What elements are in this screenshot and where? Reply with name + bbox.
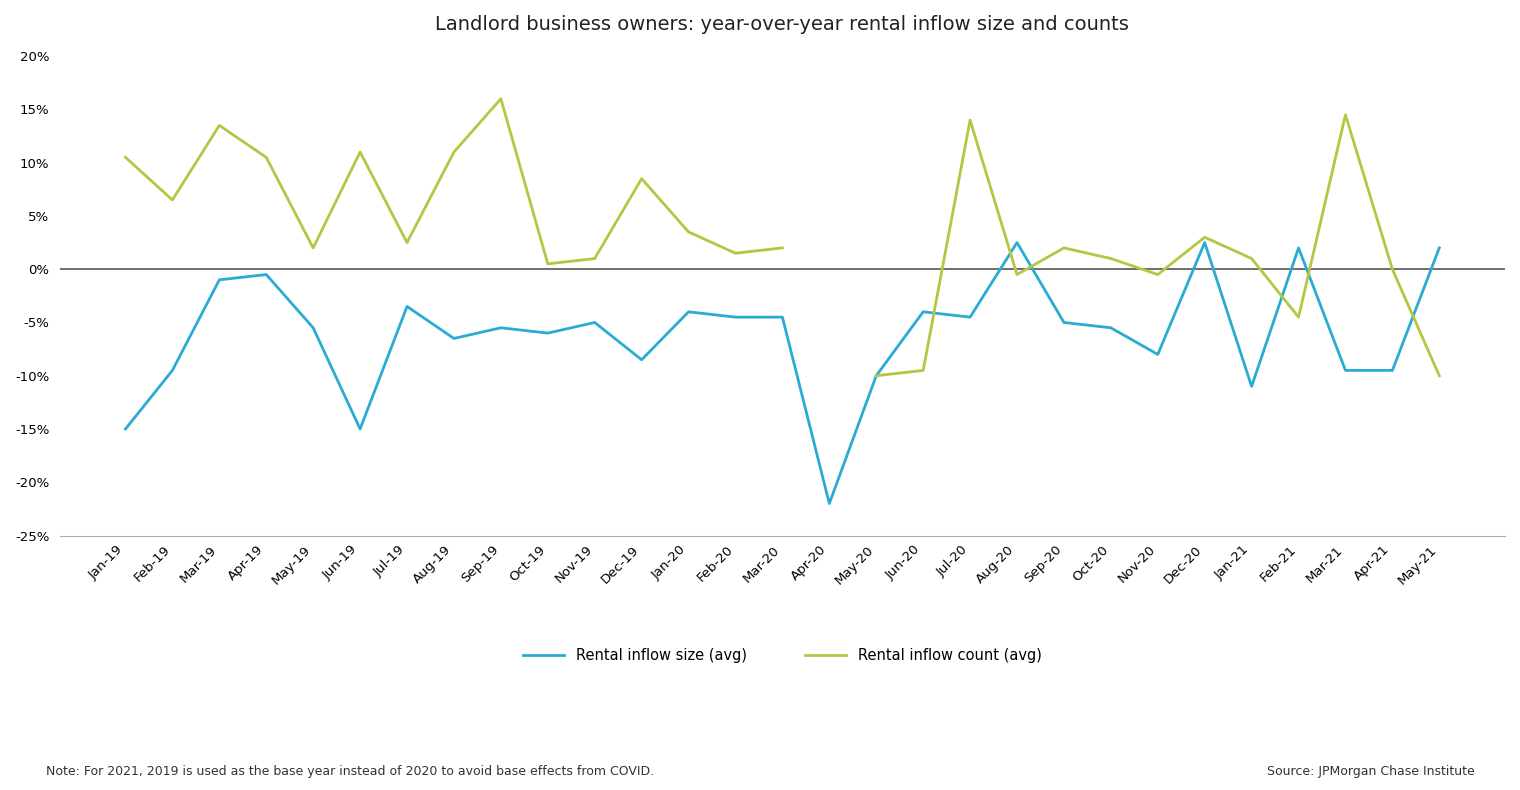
Rental inflow size (avg) (1383, 366, 1401, 375)
Rental inflow count (avg) (774, 243, 792, 253)
Rental inflow size (avg) (492, 323, 511, 333)
Rental inflow size (avg) (210, 275, 228, 284)
Rental inflow count (avg) (163, 195, 181, 205)
Rental inflow count (avg) (210, 121, 228, 130)
Rental inflow size (avg) (866, 371, 885, 381)
Rental inflow size (avg) (821, 498, 839, 508)
Rental inflow size (avg) (445, 333, 464, 343)
Text: Source: JPMorgan Chase Institute: Source: JPMorgan Chase Institute (1266, 766, 1474, 778)
Rental inflow size (avg) (304, 323, 322, 333)
Rental inflow count (avg) (117, 152, 135, 162)
Rental inflow count (avg) (585, 254, 603, 263)
Rental inflow count (avg) (304, 243, 322, 253)
Rental inflow size (avg) (1008, 238, 1026, 247)
Text: Note: For 2021, 2019 is used as the base year instead of 2020 to avoid base effe: Note: For 2021, 2019 is used as the base… (46, 766, 654, 778)
Rental inflow count (avg) (351, 147, 369, 156)
Rental inflow size (avg) (1149, 350, 1167, 359)
Rental inflow count (avg) (398, 238, 416, 247)
Rental inflow size (avg) (1336, 366, 1354, 375)
Rental inflow count (avg) (632, 174, 651, 183)
Rental inflow size (avg) (774, 312, 792, 322)
Rental inflow size (avg) (727, 312, 745, 322)
Line: Rental inflow size (avg): Rental inflow size (avg) (126, 243, 1439, 503)
Rental inflow size (avg) (1196, 238, 1214, 247)
Rental inflow count (avg) (445, 147, 464, 156)
Rental inflow size (avg) (914, 307, 932, 317)
Rental inflow count (avg) (679, 228, 698, 237)
Rental inflow count (avg) (538, 259, 556, 269)
Rental inflow size (avg) (398, 302, 416, 311)
Rental inflow size (avg) (632, 355, 651, 364)
Legend: Rental inflow size (avg), Rental inflow count (avg): Rental inflow size (avg), Rental inflow … (517, 642, 1047, 669)
Rental inflow size (avg) (1102, 323, 1120, 333)
Line: Rental inflow count (avg): Rental inflow count (avg) (126, 99, 783, 264)
Rental inflow size (avg) (961, 312, 979, 322)
Rental inflow size (avg) (679, 307, 698, 317)
Rental inflow size (avg) (1289, 243, 1307, 253)
Rental inflow size (avg) (538, 329, 556, 338)
Rental inflow size (avg) (163, 366, 181, 375)
Rental inflow size (avg) (351, 424, 369, 434)
Rental inflow count (avg) (727, 249, 745, 258)
Rental inflow count (avg) (257, 152, 275, 162)
Rental inflow size (avg) (1055, 318, 1073, 327)
Rental inflow size (avg) (585, 318, 603, 327)
Rental inflow count (avg) (492, 94, 511, 103)
Rental inflow size (avg) (1242, 382, 1260, 391)
Title: Landlord business owners: year-over-year rental inflow size and counts: Landlord business owners: year-over-year… (435, 15, 1129, 34)
Rental inflow size (avg) (257, 270, 275, 280)
Rental inflow size (avg) (1430, 243, 1449, 253)
Rental inflow size (avg) (117, 424, 135, 434)
